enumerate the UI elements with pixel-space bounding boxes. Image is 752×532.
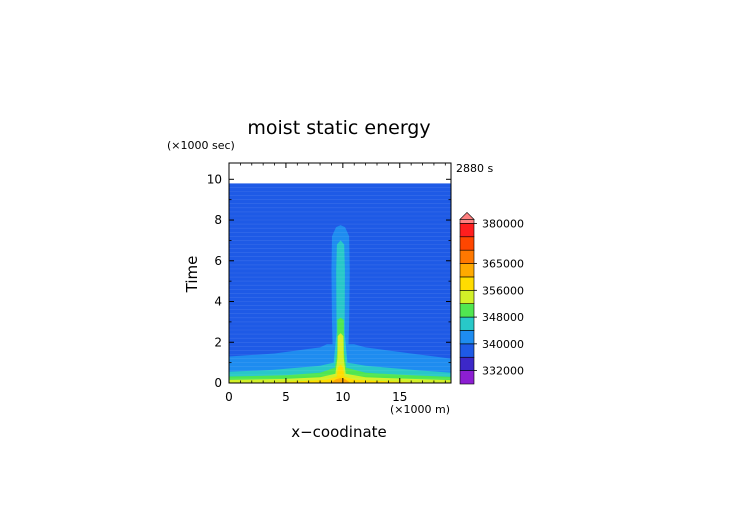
x-axis: 0 5 10 15 bbox=[225, 163, 446, 404]
contour-field bbox=[229, 183, 451, 383]
colorbar-segment bbox=[459, 249, 475, 264]
time-annotation: 2880 s bbox=[456, 162, 493, 175]
colorbar: 380000 365000 356000 348000 340000 332000 bbox=[459, 211, 524, 385]
region-356000 bbox=[251, 364, 434, 383]
colorbar-label: 332000 bbox=[482, 365, 524, 378]
x-axis-label: x−coodinate bbox=[291, 423, 387, 441]
x-tick-label: 5 bbox=[282, 390, 290, 404]
x-unit-label: (×1000 m) bbox=[390, 403, 450, 416]
y-tick-label: 8 bbox=[214, 213, 222, 227]
colorbar-segment bbox=[459, 356, 475, 371]
colorbar-segment bbox=[459, 263, 475, 278]
colorbar-segment bbox=[459, 223, 475, 238]
colorbar-extend-arrow bbox=[459, 211, 475, 220]
colorbar-segment bbox=[459, 290, 475, 304]
colorbar-label: 348000 bbox=[482, 311, 524, 324]
colorbar-segment bbox=[459, 316, 475, 331]
colorbar-label: 365000 bbox=[482, 258, 524, 271]
y-tick-label: 10 bbox=[207, 172, 222, 186]
colorbar-label: 356000 bbox=[482, 284, 524, 297]
colorbar-segment bbox=[459, 330, 475, 345]
colorbar-segment bbox=[459, 219, 475, 224]
colorbar-label: 380000 bbox=[482, 217, 524, 230]
region-352000 bbox=[229, 333, 451, 383]
colorbar-segment bbox=[459, 236, 475, 251]
colorbar-segment bbox=[459, 276, 475, 291]
colorbar-segment bbox=[459, 343, 475, 358]
x-tick-label: 0 bbox=[225, 390, 233, 404]
x-tick-label: 10 bbox=[335, 390, 350, 404]
region-360000 bbox=[330, 377, 351, 383]
chart-title: moist static energy bbox=[247, 117, 430, 139]
y-unit-label: (×1000 sec) bbox=[167, 139, 235, 152]
y-axis: 0 2 4 6 8 10 bbox=[207, 172, 451, 390]
colorbar-segment bbox=[459, 370, 475, 385]
colorbar-label: 340000 bbox=[482, 338, 524, 351]
y-axis-label: Time bbox=[183, 256, 201, 294]
y-tick-label: 6 bbox=[214, 254, 222, 268]
plot-frame bbox=[228, 162, 452, 384]
x-tick-label: 15 bbox=[392, 390, 407, 404]
colorbar-segment bbox=[459, 303, 475, 318]
y-tick-label: 2 bbox=[214, 335, 222, 349]
y-tick-label: 0 bbox=[214, 376, 222, 390]
y-tick-label: 4 bbox=[214, 295, 222, 309]
plot-area: 0 5 10 15 0 2 4 6 8 10 bbox=[207, 162, 452, 404]
region-344000 bbox=[229, 240, 451, 383]
